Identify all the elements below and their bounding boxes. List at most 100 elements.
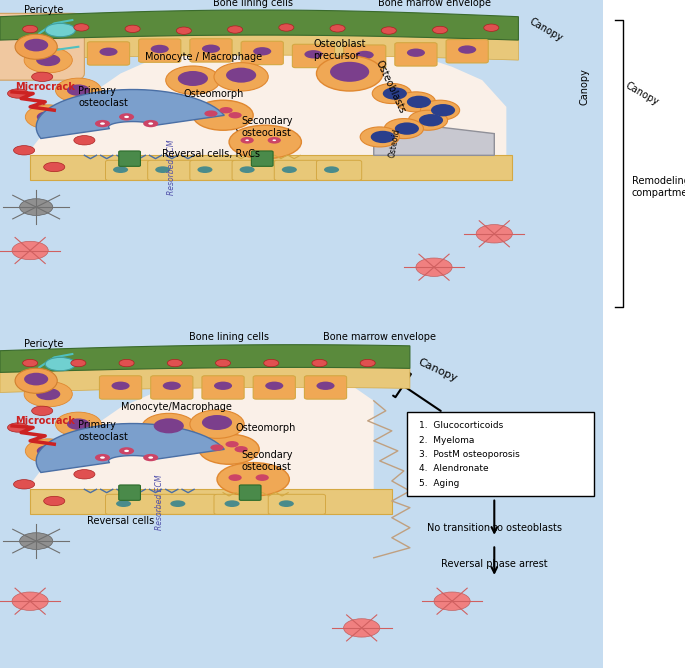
Ellipse shape: [324, 166, 339, 173]
Ellipse shape: [240, 166, 255, 173]
Ellipse shape: [279, 24, 294, 31]
Ellipse shape: [119, 113, 134, 120]
Ellipse shape: [148, 456, 153, 459]
Text: Monocyte/Macrophage: Monocyte/Macrophage: [121, 403, 232, 412]
Ellipse shape: [167, 359, 182, 367]
Ellipse shape: [176, 27, 191, 34]
Ellipse shape: [458, 45, 476, 53]
Polygon shape: [0, 35, 519, 60]
Ellipse shape: [12, 592, 48, 611]
Ellipse shape: [408, 110, 447, 130]
Text: Bone marrow envelope: Bone marrow envelope: [377, 0, 490, 8]
Ellipse shape: [384, 119, 423, 139]
FancyBboxPatch shape: [292, 44, 334, 67]
Ellipse shape: [24, 39, 48, 51]
Ellipse shape: [171, 500, 186, 507]
Ellipse shape: [360, 127, 399, 147]
Text: Pericyte: Pericyte: [24, 5, 64, 15]
FancyBboxPatch shape: [119, 151, 140, 166]
Ellipse shape: [360, 359, 375, 367]
Polygon shape: [0, 367, 410, 392]
Ellipse shape: [407, 49, 425, 57]
Ellipse shape: [330, 25, 345, 32]
Ellipse shape: [216, 359, 231, 367]
Ellipse shape: [44, 496, 65, 506]
Ellipse shape: [225, 500, 240, 507]
Ellipse shape: [316, 381, 334, 390]
Ellipse shape: [20, 198, 53, 215]
Ellipse shape: [143, 120, 158, 127]
FancyBboxPatch shape: [274, 160, 319, 180]
Ellipse shape: [234, 446, 248, 452]
Ellipse shape: [14, 146, 35, 155]
Ellipse shape: [148, 122, 153, 125]
Ellipse shape: [25, 105, 71, 129]
Ellipse shape: [356, 51, 374, 59]
FancyBboxPatch shape: [99, 375, 142, 399]
Ellipse shape: [279, 500, 294, 507]
Ellipse shape: [20, 533, 53, 549]
Ellipse shape: [8, 89, 29, 98]
Ellipse shape: [166, 66, 220, 94]
FancyBboxPatch shape: [0, 13, 84, 80]
Ellipse shape: [95, 120, 110, 127]
FancyBboxPatch shape: [395, 43, 437, 66]
Ellipse shape: [8, 423, 29, 432]
Ellipse shape: [395, 122, 419, 135]
Ellipse shape: [74, 24, 89, 31]
Ellipse shape: [125, 25, 140, 33]
Ellipse shape: [153, 418, 184, 434]
Ellipse shape: [190, 410, 244, 438]
Ellipse shape: [124, 450, 129, 452]
Polygon shape: [30, 33, 506, 174]
Ellipse shape: [119, 359, 134, 367]
Text: Bone lining cells: Bone lining cells: [213, 0, 293, 8]
FancyBboxPatch shape: [251, 151, 273, 166]
Text: Secondary
osteoclast: Secondary osteoclast: [241, 450, 292, 472]
Ellipse shape: [55, 78, 101, 102]
FancyBboxPatch shape: [105, 160, 151, 180]
Ellipse shape: [225, 441, 238, 448]
Polygon shape: [374, 124, 495, 155]
Text: Secondary
osteoclast: Secondary osteoclast: [241, 116, 292, 138]
FancyBboxPatch shape: [0, 0, 603, 334]
Ellipse shape: [99, 47, 118, 56]
Text: Primary
osteoclast: Primary osteoclast: [78, 420, 128, 442]
FancyBboxPatch shape: [214, 494, 271, 514]
Polygon shape: [30, 489, 392, 514]
Ellipse shape: [372, 84, 412, 104]
Ellipse shape: [116, 500, 131, 507]
Ellipse shape: [155, 166, 171, 173]
Ellipse shape: [67, 84, 90, 96]
Ellipse shape: [74, 470, 95, 479]
Ellipse shape: [264, 359, 279, 367]
Ellipse shape: [330, 61, 369, 81]
Polygon shape: [0, 10, 519, 40]
Text: Canopy: Canopy: [527, 17, 564, 43]
Ellipse shape: [32, 406, 53, 415]
Ellipse shape: [55, 412, 101, 436]
Text: Bone lining cells: Bone lining cells: [189, 333, 269, 342]
Ellipse shape: [227, 26, 242, 33]
Ellipse shape: [25, 439, 71, 463]
Ellipse shape: [14, 480, 35, 489]
Ellipse shape: [476, 224, 512, 243]
Text: Osteomorph: Osteomorph: [235, 423, 295, 432]
Text: 3.  PostM osteoporosis: 3. PostM osteoporosis: [419, 450, 520, 459]
Ellipse shape: [37, 111, 60, 123]
Text: No transition to osteoblasts: No transition to osteoblasts: [427, 523, 562, 532]
Text: Reversal phase arrest: Reversal phase arrest: [441, 560, 547, 569]
FancyBboxPatch shape: [190, 39, 232, 62]
Polygon shape: [30, 374, 374, 508]
Ellipse shape: [397, 92, 436, 112]
Text: Remodeling
compartment: Remodeling compartment: [632, 176, 685, 198]
Ellipse shape: [256, 474, 269, 481]
Ellipse shape: [432, 26, 447, 33]
FancyBboxPatch shape: [0, 334, 603, 668]
Ellipse shape: [253, 47, 271, 55]
Text: 2.  Myeloma: 2. Myeloma: [419, 436, 474, 445]
FancyBboxPatch shape: [148, 160, 193, 180]
Text: Pericyte: Pericyte: [24, 339, 64, 349]
FancyBboxPatch shape: [119, 485, 140, 500]
Ellipse shape: [434, 592, 470, 611]
